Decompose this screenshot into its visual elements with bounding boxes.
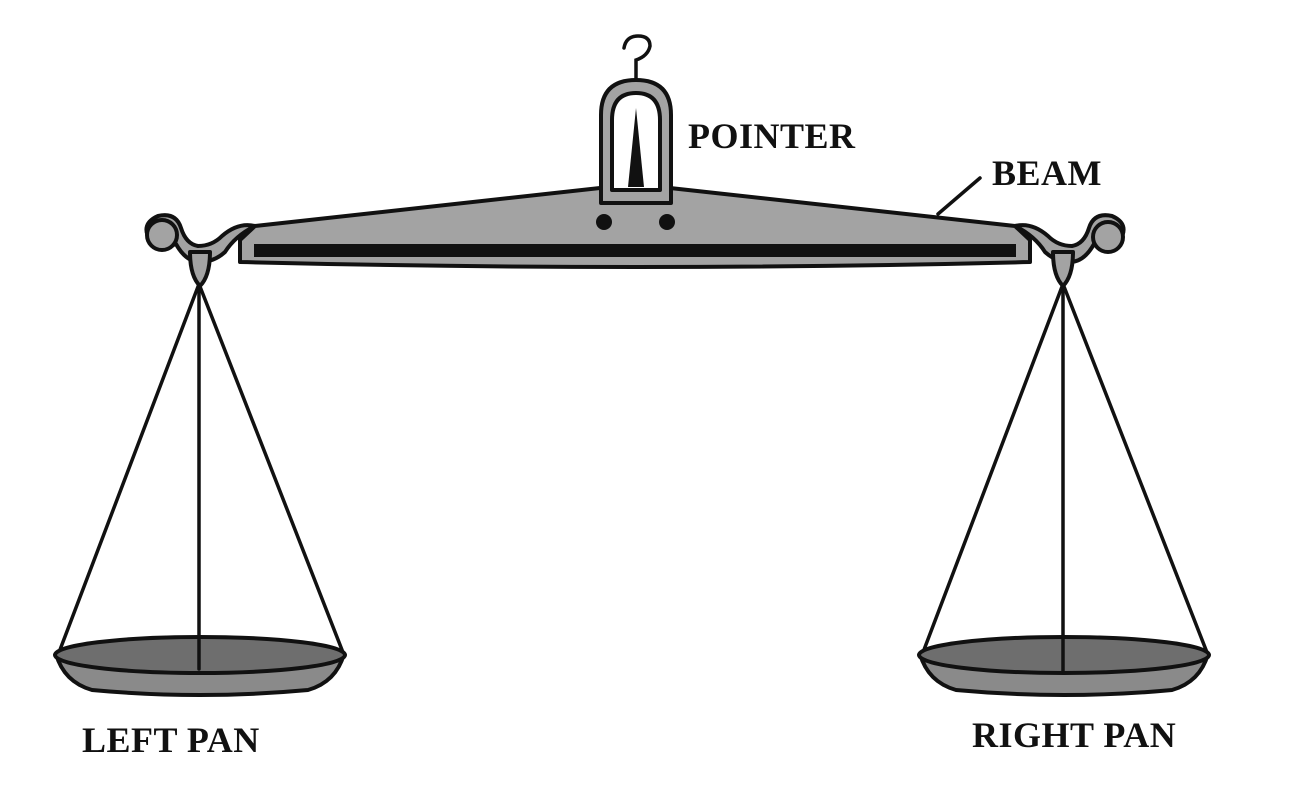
pointer-label: POINTER bbox=[688, 116, 856, 156]
left-pan-label: LEFT PAN bbox=[82, 720, 260, 760]
beam-leader-line bbox=[936, 176, 982, 216]
right-pan-strings bbox=[920, 282, 1210, 672]
beam-right-knob bbox=[1091, 220, 1125, 254]
beam-left-knob bbox=[145, 218, 179, 252]
pointer-needle bbox=[628, 108, 644, 187]
pointer-housing bbox=[599, 34, 673, 205]
right-pan-label: RIGHT PAN bbox=[972, 715, 1176, 755]
hanger-hook bbox=[622, 34, 652, 86]
left-pan-strings bbox=[56, 282, 346, 670]
pivot-pin-right bbox=[659, 214, 675, 230]
beam-slot bbox=[254, 244, 1016, 257]
beam bbox=[144, 186, 1126, 288]
pivot-pin-left bbox=[596, 214, 612, 230]
right-pan bbox=[917, 635, 1211, 697]
beam-label: BEAM bbox=[992, 153, 1102, 193]
left-pan bbox=[53, 635, 347, 697]
